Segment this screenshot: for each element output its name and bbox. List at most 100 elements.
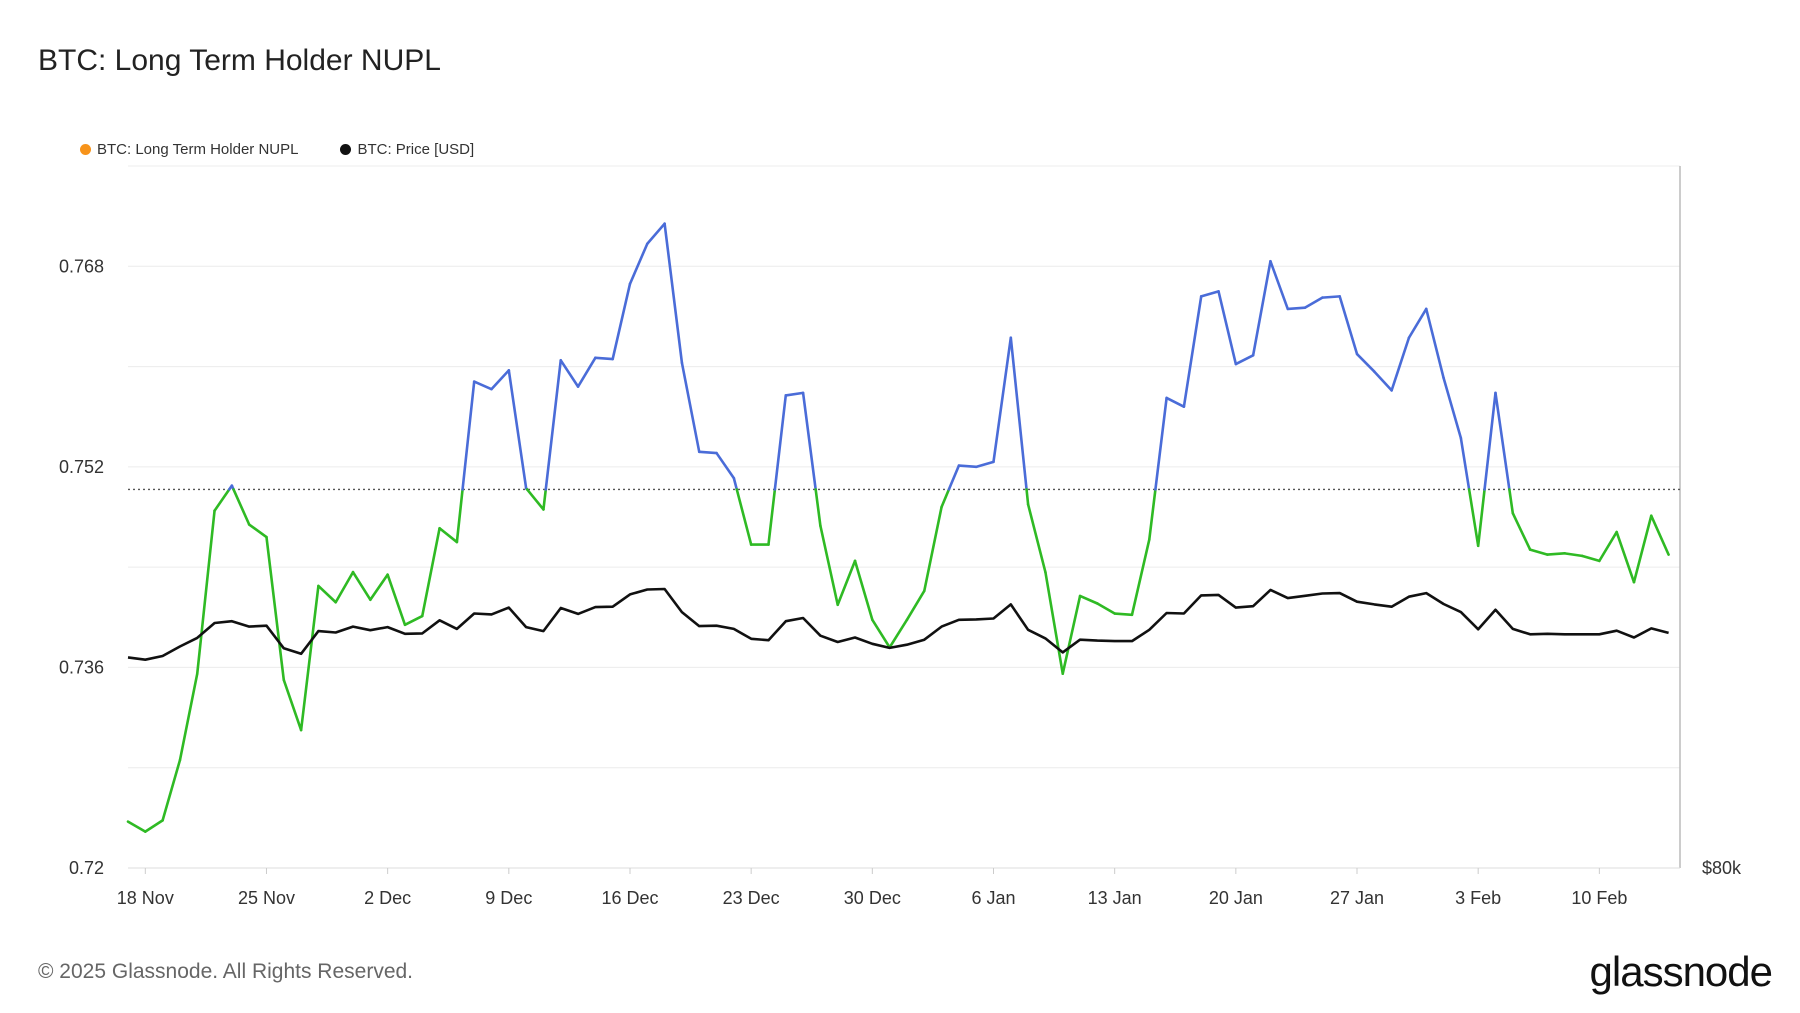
y-tick-label: 0.768 [59, 256, 104, 276]
nupl-segment [1546, 552, 1567, 556]
nupl-segment [455, 488, 464, 544]
nupl-segment [853, 559, 874, 622]
nupl-segment [1563, 552, 1584, 558]
legend-label-nupl: BTC: Long Term Holder NUPL [97, 141, 299, 158]
nupl-segment [1476, 488, 1486, 548]
nupl-segment [773, 394, 788, 491]
nupl-segment [1528, 548, 1549, 556]
nupl-segment [213, 488, 231, 513]
nupl-segment [992, 336, 1013, 464]
nupl-segment [544, 359, 563, 491]
nupl-segment [1269, 259, 1290, 311]
nupl-segment [814, 488, 822, 528]
nupl-segment [1467, 488, 1480, 548]
nupl-segment [247, 523, 268, 539]
y-tick-label: 0.752 [59, 457, 104, 477]
nupl-segment [1407, 307, 1428, 340]
nupl-segment [420, 526, 441, 618]
nupl-segment [1130, 538, 1151, 617]
legend-dot-price [340, 144, 352, 155]
nupl-segment [628, 242, 649, 286]
x-tick-label: 3 Feb [1455, 888, 1501, 908]
nupl-segment [1355, 352, 1376, 373]
x-tick-label: 16 Dec [601, 888, 658, 908]
nupl-segment [1217, 290, 1238, 366]
nupl-segment [317, 584, 338, 604]
nupl-segment [1494, 391, 1511, 491]
nupl-segment [871, 618, 891, 649]
nupl-segment [490, 369, 511, 391]
nupl-segment [1009, 336, 1028, 491]
nupl-segment [1321, 295, 1341, 299]
nupl-segment [369, 573, 389, 602]
nupl-segment [801, 391, 817, 491]
x-tick-label: 6 Jan [971, 888, 1015, 908]
nupl-segment [1580, 554, 1601, 563]
nupl-segment [594, 356, 614, 361]
nupl-segment [645, 222, 666, 246]
nupl-segment [1286, 306, 1307, 311]
nupl-segment [957, 464, 978, 469]
nupl-segment [1251, 259, 1272, 357]
nupl-segment [1459, 436, 1471, 491]
nupl-segment [1165, 396, 1186, 408]
x-tick-label: 30 Dec [844, 888, 901, 908]
nupl-segment [1026, 503, 1047, 574]
nupl-segment [403, 614, 424, 627]
nupl-segment [576, 356, 597, 388]
nupl-segment [1338, 295, 1359, 356]
nupl-segment [1632, 514, 1653, 584]
nupl-segment [472, 380, 493, 391]
x-tick-label: 25 Nov [238, 888, 295, 908]
legend-item-price[interactable]: BTC: Price [USD] [340, 141, 474, 158]
x-tick-label: 20 Jan [1209, 888, 1263, 908]
nupl-segment [947, 464, 961, 491]
nupl-segment [1234, 353, 1255, 366]
nupl-segment [663, 222, 684, 365]
nupl-segment [351, 570, 372, 602]
nupl-segment [767, 488, 777, 546]
nupl-segment [819, 524, 840, 607]
nupl-segment [836, 559, 857, 607]
nupl-segment [299, 584, 320, 732]
x-tick-label: 10 Feb [1571, 888, 1627, 908]
nupl-segment [1373, 370, 1393, 392]
nupl-segment [126, 820, 147, 833]
legend: BTC: Long Term Holder NUPL BTC: Price [U… [80, 141, 474, 158]
copyright-text: © 2025 Glassnode. All Rights Reserved. [38, 960, 414, 983]
nupl-segment [922, 505, 943, 593]
y-tick-label: 0.736 [59, 657, 104, 677]
nupl-segment [161, 758, 182, 822]
nupl-segment [386, 573, 407, 627]
nupl-segment [1442, 376, 1463, 440]
nupl-segment [1061, 594, 1082, 675]
legend-item-nupl[interactable]: BTC: Long Term Holder NUPL [80, 141, 298, 158]
nupl-segment [1154, 396, 1168, 491]
nupl-segment [611, 282, 632, 361]
x-tick-label: 27 Jan [1330, 888, 1384, 908]
legend-dot-nupl [80, 144, 91, 155]
nupl-segment [232, 488, 251, 526]
nupl-segment [680, 361, 701, 454]
nupl-segment [1508, 488, 1515, 515]
nupl-segment [1199, 290, 1220, 298]
nupl-segment [178, 672, 199, 762]
nupl-segment [507, 369, 528, 490]
nupl-segment [974, 460, 995, 469]
nupl-segment [1649, 514, 1670, 556]
nupl-segment [1044, 570, 1065, 675]
nupl-segment [542, 488, 548, 511]
nupl-segment [1182, 295, 1203, 408]
nupl-segment [438, 526, 459, 544]
nupl-segment [282, 678, 303, 732]
nupl-segment [195, 509, 216, 675]
nupl-segment [1598, 530, 1618, 563]
nupl-segment [1424, 307, 1445, 380]
nupl-segment [525, 488, 545, 511]
x-tick-label: 18 Nov [117, 888, 174, 908]
nupl-segment [735, 488, 753, 546]
nupl-segment [715, 451, 736, 480]
nupl-segment [1511, 511, 1532, 551]
nupl-segment [905, 589, 926, 622]
nupl-segment [265, 535, 286, 682]
